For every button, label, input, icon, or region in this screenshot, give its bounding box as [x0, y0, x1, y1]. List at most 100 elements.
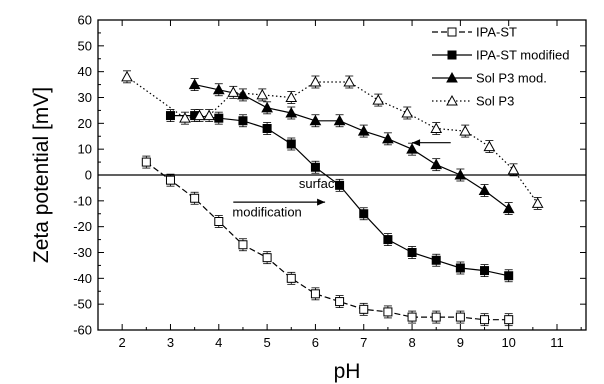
data-point	[372, 94, 385, 105]
data-point	[203, 109, 215, 121]
data-point	[431, 255, 441, 265]
data-point	[285, 106, 298, 118]
y-tick-label: -60	[73, 323, 92, 338]
y-axis-title: Zeta potential [mV]	[30, 87, 53, 263]
y-tick-label: 40	[78, 64, 92, 79]
data-point	[141, 157, 151, 167]
data-point	[383, 235, 393, 245]
y-tick-label: -20	[73, 219, 92, 234]
y-tick-label: -30	[73, 245, 92, 260]
data-point	[262, 253, 272, 263]
y-tick-label: -50	[73, 297, 92, 312]
data-point	[188, 78, 201, 90]
data-point	[261, 101, 273, 113]
data-point	[309, 75, 322, 87]
data-point	[483, 140, 496, 152]
data-point	[459, 125, 472, 136]
data-point	[502, 202, 515, 214]
y-tick-label: 10	[78, 142, 92, 157]
data-point	[165, 175, 175, 185]
data-point	[431, 312, 441, 322]
data-point	[455, 263, 465, 273]
data-point	[190, 193, 200, 203]
data-point	[480, 315, 490, 325]
legend-label: Sol P3 mod.	[476, 71, 547, 86]
data-point	[357, 125, 370, 136]
y-tick-label: 30	[78, 90, 92, 105]
legend-marker	[446, 94, 458, 106]
legend-label: IPA-ST	[476, 25, 517, 40]
x-tick-label: 10	[501, 335, 515, 350]
x-tick-label: 2	[119, 335, 126, 350]
x-tick-label: 3	[167, 335, 174, 350]
data-point	[309, 114, 322, 126]
data-point	[165, 111, 175, 121]
data-point	[507, 163, 520, 175]
axis-ticks: -60 -50 -40 -30 -20 -10 0 10 20 30 40 50 60 2 3 4 5 6 7 8 9 1…	[73, 13, 586, 350]
x-tick-label: 9	[457, 335, 464, 350]
legend-label: IPA-ST modified	[476, 48, 569, 63]
series-line	[126, 76, 539, 204]
data-point	[478, 184, 491, 195]
series-line	[194, 84, 510, 210]
legend: IPA-ST IPA-ST modified Sol P3 mod. Sol P3	[432, 25, 569, 109]
data-point	[382, 132, 394, 144]
data-point	[179, 112, 191, 123]
arrow-head	[317, 198, 326, 206]
series-3	[121, 70, 544, 210]
data-point	[454, 168, 467, 180]
data-point	[286, 139, 296, 149]
x-tick-label: 4	[215, 335, 222, 350]
data-point	[256, 88, 269, 100]
y-tick-label: 60	[78, 13, 92, 28]
data-point	[359, 209, 369, 219]
data-point	[430, 158, 443, 170]
y-tick-label: 50	[78, 38, 92, 53]
data-point	[214, 113, 224, 123]
data-point	[262, 124, 272, 133]
x-tick-label: 5	[263, 335, 270, 350]
data-point	[407, 312, 417, 322]
x-tick-label: 7	[360, 335, 367, 350]
data-point	[310, 289, 320, 299]
legend-label: Sol P3	[476, 94, 514, 109]
data-point	[238, 240, 248, 250]
legend-marker	[447, 27, 457, 37]
data-point	[310, 162, 320, 172]
x-tick-label: 6	[312, 335, 319, 350]
data-point	[285, 91, 298, 102]
data-point	[430, 122, 443, 133]
data-point	[406, 143, 418, 154]
data-point	[504, 271, 514, 281]
data-point	[407, 248, 417, 257]
series-line	[145, 161, 509, 321]
data-point	[401, 106, 414, 118]
annotation-modification: modification	[232, 204, 301, 219]
y-tick-label: 20	[78, 116, 92, 131]
data-point	[359, 304, 369, 314]
data-point	[504, 315, 514, 325]
data-point	[212, 83, 225, 95]
arrow-head	[412, 139, 421, 147]
data-point	[531, 197, 544, 208]
series-2	[188, 78, 515, 215]
x-tick-label: 11	[550, 335, 564, 350]
data-point	[237, 88, 249, 100]
data-point	[343, 75, 356, 87]
data-point	[455, 312, 465, 322]
data-point	[383, 307, 393, 317]
annotations: surface modification	[232, 139, 451, 219]
data-point	[335, 297, 345, 307]
y-tick-label: -10	[73, 193, 92, 208]
y-tick-label: 0	[85, 168, 92, 183]
data-point	[121, 70, 133, 82]
data-point	[335, 180, 345, 190]
data-point	[286, 273, 296, 283]
y-tick-label: -40	[73, 271, 92, 286]
series-0	[141, 155, 514, 327]
x-axis-title: pH	[334, 360, 361, 383]
data-point	[214, 217, 224, 226]
data-point	[193, 109, 206, 121]
data-point	[480, 266, 490, 276]
legend-marker	[447, 50, 457, 60]
